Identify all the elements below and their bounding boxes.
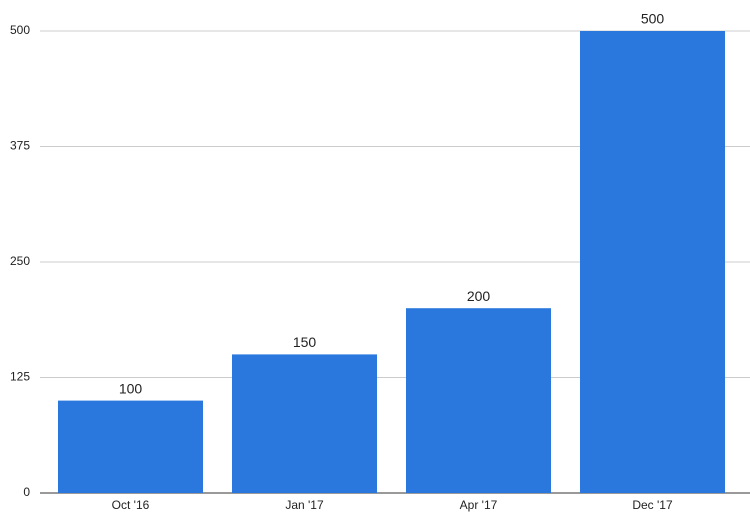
y-tick-label: 0 [23, 485, 30, 499]
y-tick-label: 500 [10, 23, 30, 37]
bar [580, 31, 725, 493]
value-label: 200 [467, 288, 491, 304]
bar [58, 400, 203, 493]
value-label: 100 [119, 380, 143, 396]
bar [232, 354, 377, 493]
x-tick-label: Oct '16 [112, 498, 150, 512]
bar [406, 308, 551, 493]
value-label: 500 [641, 11, 665, 27]
y-tick-label: 375 [10, 139, 30, 153]
y-tick-label: 250 [10, 254, 30, 268]
y-tick-label: 125 [10, 370, 30, 384]
x-tick-label: Dec '17 [632, 498, 673, 512]
x-tick-label: Jan '17 [285, 498, 324, 512]
x-tick-label: Apr '17 [460, 498, 498, 512]
value-label: 150 [293, 334, 317, 350]
